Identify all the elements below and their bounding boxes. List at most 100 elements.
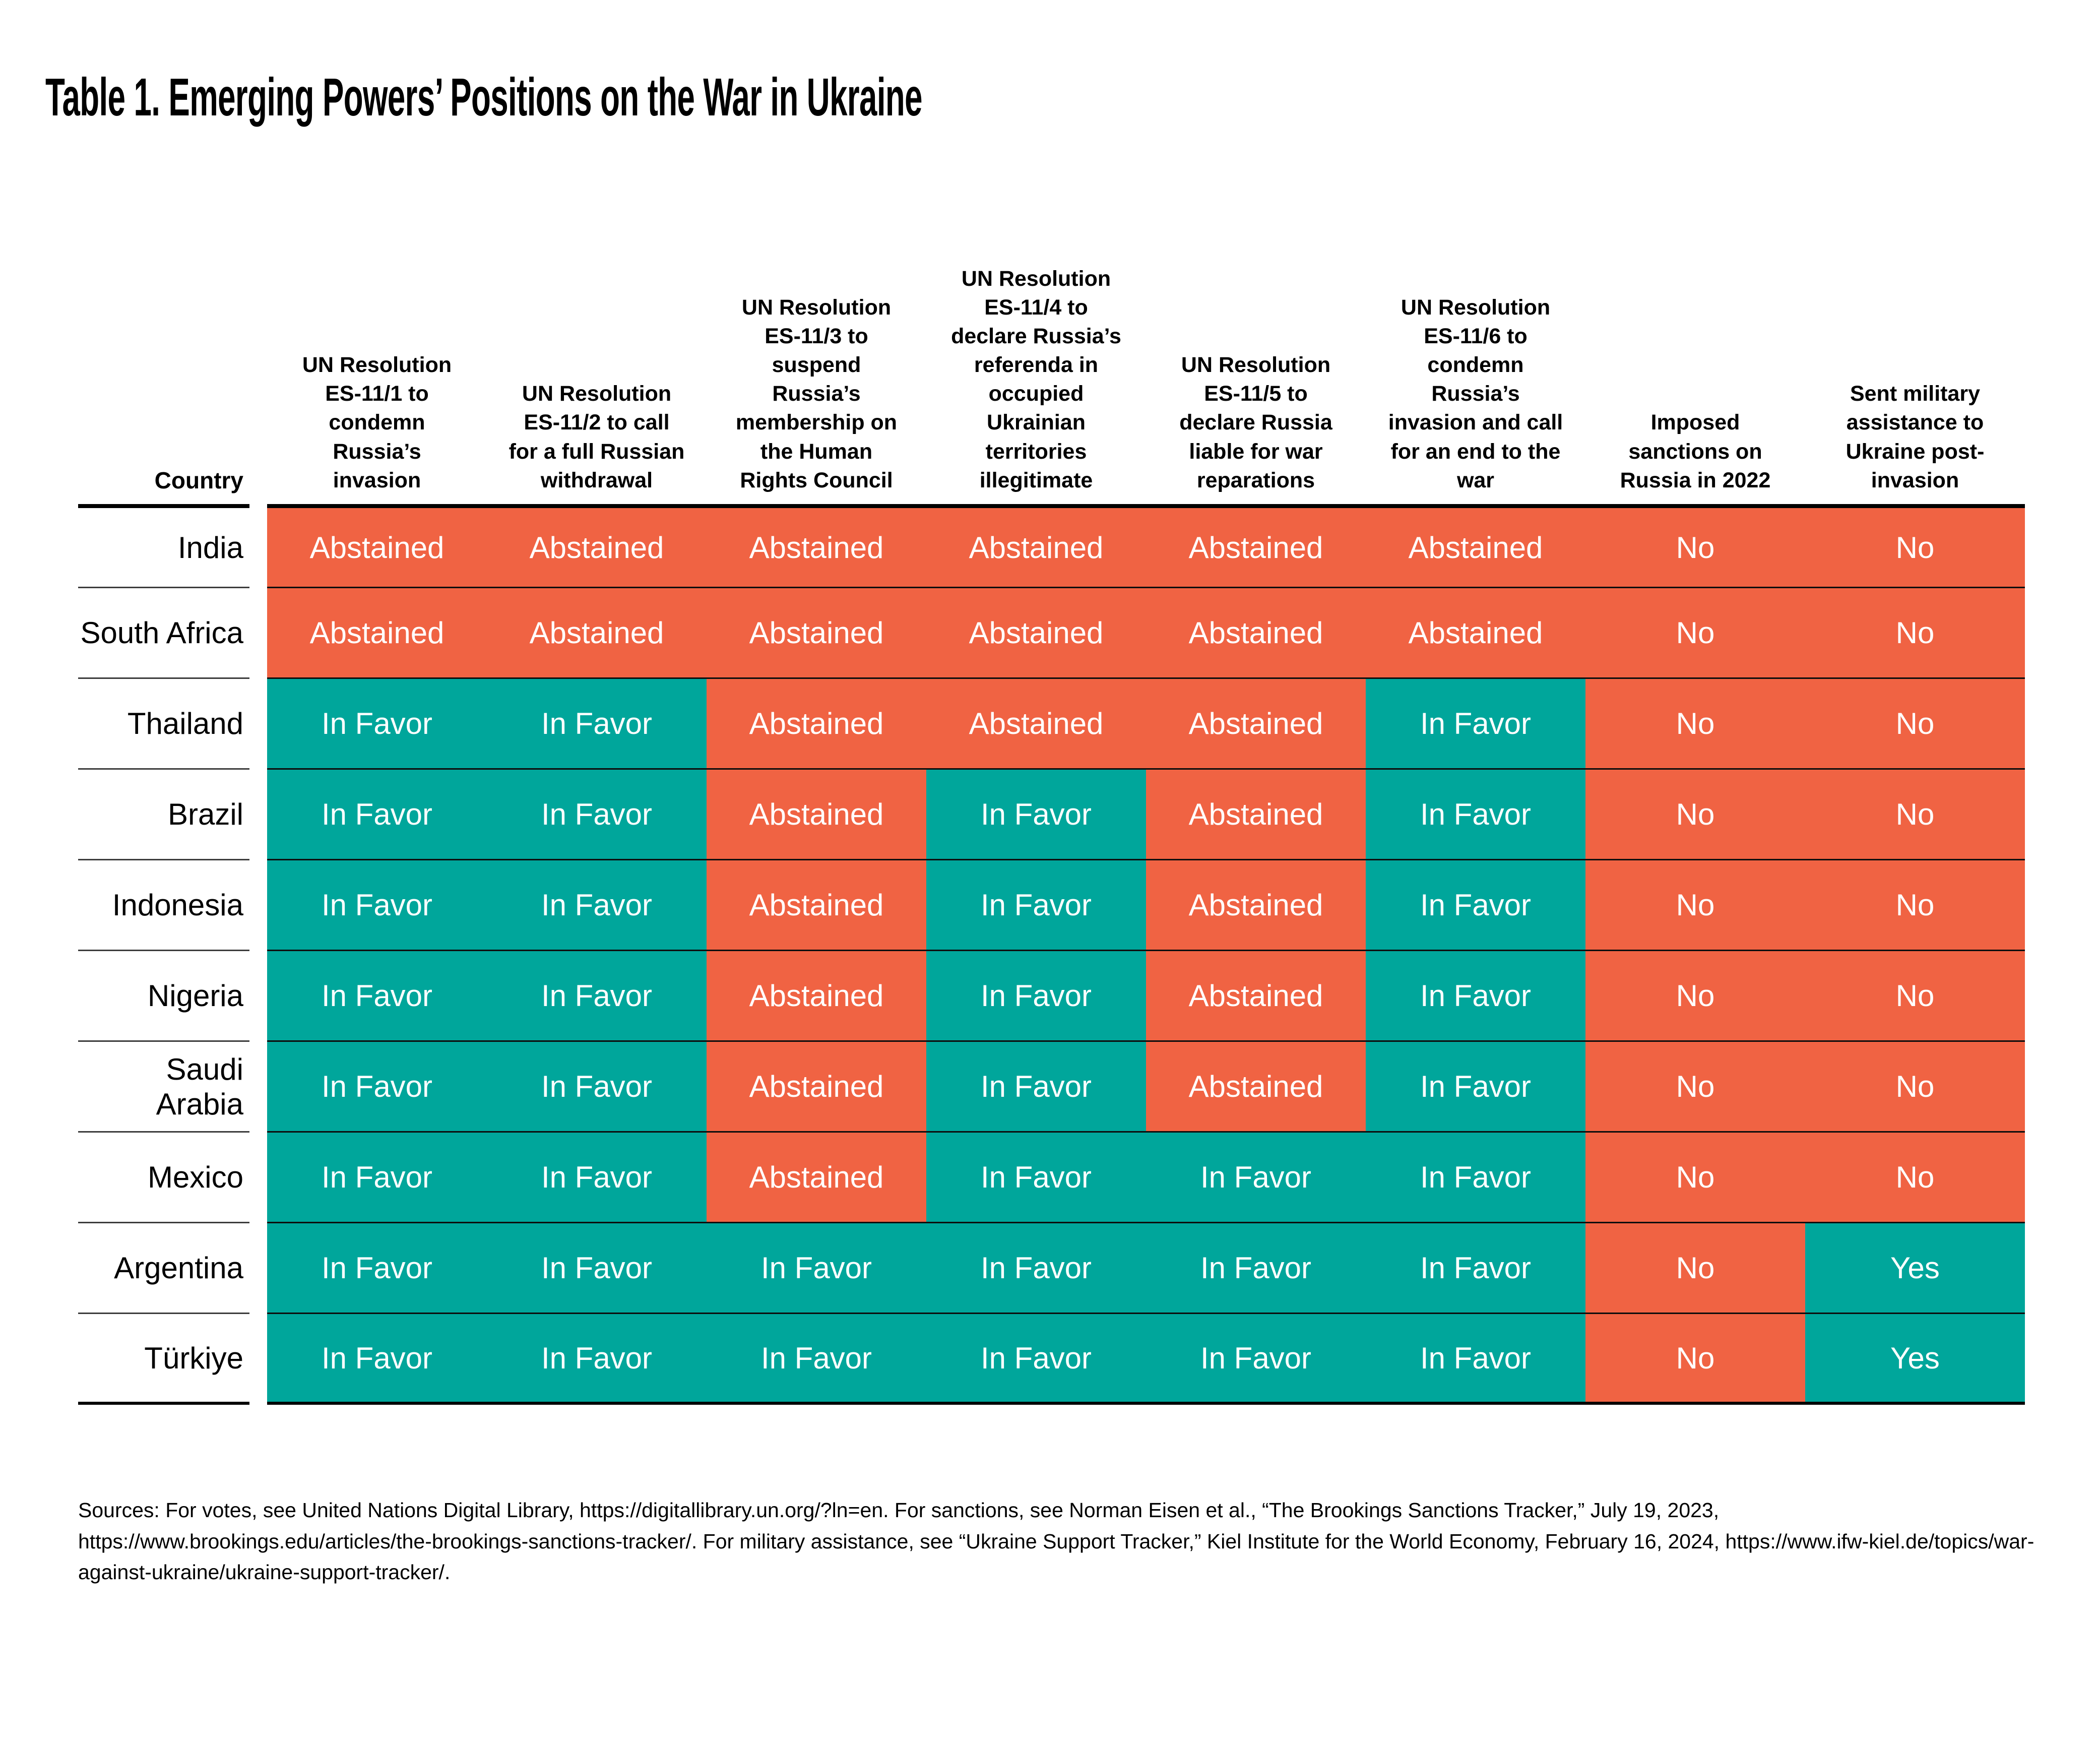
vote-cell: Abstained (707, 951, 926, 1042)
vote-cell: Abstained (1146, 508, 1366, 588)
vote-cell: In Favor (926, 1133, 1146, 1223)
vote-cell: No (1585, 1042, 1805, 1133)
vote-cell: No (1805, 951, 2025, 1042)
vote-cell: No (1585, 770, 1805, 860)
table-row: Mexico In Favor In Favor Abstained In Favor I… (78, 1133, 2028, 1223)
vote-cell: In Favor (487, 1223, 707, 1314)
column-gap (249, 1314, 267, 1405)
vote-cell: Abstained (1146, 588, 1366, 679)
column-gap (249, 860, 267, 951)
vote-cell: Abstained (707, 1133, 926, 1223)
country-column-header: Country (78, 197, 249, 508)
vote-cell: Yes (1805, 1223, 2025, 1314)
vote-cell: In Favor (1366, 1314, 1585, 1405)
country-label: Mexico (78, 1133, 249, 1223)
vote-cell: No (1805, 770, 2025, 860)
vote-cell: No (1585, 1223, 1805, 1314)
vote-cell: In Favor (267, 679, 487, 770)
vote-cell: Abstained (1146, 860, 1366, 951)
country-label: Thailand (78, 679, 249, 770)
table-header-row: Country UN Resolution ES-11/1 to condemn… (78, 197, 2028, 508)
vote-cell: Abstained (926, 588, 1146, 679)
vote-cell: In Favor (487, 770, 707, 860)
vote-cell: In Favor (267, 1223, 487, 1314)
country-label: Türkiye (78, 1314, 249, 1405)
sources-note: Sources: For votes, see United Nations D… (78, 1499, 2034, 1584)
positions-table: Country UN Resolution ES-11/1 to condemn… (78, 197, 2028, 1405)
vote-cell: Abstained (1146, 770, 1366, 860)
column-header-es11-5: UN Resolution ES-11/5 to declare Russia … (1146, 197, 1366, 508)
vote-cell: Abstained (707, 508, 926, 588)
table-row: Saudi Arabia In Favor In Favor Abstained In … (78, 1042, 2028, 1133)
vote-cell: No (1805, 508, 2025, 588)
table-row: Indonesia In Favor In Favor Abstained In Fav… (78, 860, 2028, 951)
vote-cell: No (1585, 951, 1805, 1042)
vote-cell: Abstained (1146, 951, 1366, 1042)
column-gap (249, 679, 267, 770)
vote-cell: In Favor (1366, 1223, 1585, 1314)
column-header-military-assistance: Sent military assistance to Ukraine post… (1805, 197, 2025, 508)
vote-cell: In Favor (487, 1314, 707, 1405)
vote-cell: No (1585, 508, 1805, 588)
table-row: Argentina In Favor In Favor In Favor In Favo… (78, 1223, 2028, 1314)
vote-cell: In Favor (926, 1314, 1146, 1405)
vote-cell: Abstained (267, 508, 487, 588)
column-gap (249, 770, 267, 860)
column-gap (249, 588, 267, 679)
vote-cell: In Favor (1146, 1223, 1366, 1314)
vote-cell: In Favor (707, 1314, 926, 1405)
vote-cell: In Favor (1366, 860, 1585, 951)
vote-cell: Yes (1805, 1314, 2025, 1405)
table-row: Türkiye In Favor In Favor In Favor In Favor I… (78, 1314, 2028, 1405)
vote-cell: In Favor (1366, 770, 1585, 860)
country-label: Nigeria (78, 951, 249, 1042)
vote-cell: In Favor (267, 1042, 487, 1133)
vote-cell: In Favor (487, 679, 707, 770)
vote-cell: Abstained (267, 588, 487, 679)
table-title: Table 1. Emerging Powers’ Positions on t… (45, 68, 923, 127)
vote-cell: Abstained (707, 679, 926, 770)
vote-cell: In Favor (707, 1223, 926, 1314)
vote-cell: In Favor (926, 1223, 1146, 1314)
column-gap (249, 1042, 267, 1133)
vote-cell: In Favor (926, 860, 1146, 951)
vote-cell: No (1585, 679, 1805, 770)
vote-cell: In Favor (487, 1042, 707, 1133)
vote-cell: Abstained (487, 508, 707, 588)
table-row: South Africa Abstained Abstained Abstained A… (78, 588, 2028, 679)
column-gap (249, 951, 267, 1042)
column-gap (249, 1133, 267, 1223)
vote-cell: No (1585, 1314, 1805, 1405)
vote-cell: Abstained (707, 1042, 926, 1133)
vote-cell: No (1805, 860, 2025, 951)
vote-cell: No (1805, 679, 2025, 770)
vote-cell: In Favor (267, 951, 487, 1042)
table-row: Thailand In Favor In Favor Abstained Abstain… (78, 679, 2028, 770)
column-header-es11-1: UN Resolution ES-11/1 to condemn Russia’… (267, 197, 487, 508)
vote-cell: In Favor (926, 951, 1146, 1042)
column-gap (249, 197, 267, 508)
vote-cell: No (1805, 588, 2025, 679)
vote-cell: In Favor (1366, 679, 1585, 770)
vote-cell: Abstained (487, 588, 707, 679)
vote-cell: In Favor (487, 860, 707, 951)
country-label: Argentina (78, 1223, 249, 1314)
vote-cell: In Favor (1146, 1314, 1366, 1405)
vote-cell: No (1585, 588, 1805, 679)
vote-cell: In Favor (267, 860, 487, 951)
vote-cell: Abstained (1146, 679, 1366, 770)
column-header-es11-3: UN Resolution ES-11/3 to suspend Russia’… (707, 197, 926, 508)
vote-cell: No (1585, 1133, 1805, 1223)
vote-cell: In Favor (1366, 951, 1585, 1042)
vote-cell: No (1585, 860, 1805, 951)
vote-cell: Abstained (707, 770, 926, 860)
vote-cell: Abstained (707, 588, 926, 679)
vote-cell: In Favor (926, 770, 1146, 860)
vote-cell: Abstained (1366, 588, 1585, 679)
country-label: Brazil (78, 770, 249, 860)
vote-cell: In Favor (926, 1042, 1146, 1133)
vote-cell: Abstained (926, 508, 1146, 588)
vote-cell: No (1805, 1133, 2025, 1223)
vote-cell: Abstained (926, 679, 1146, 770)
